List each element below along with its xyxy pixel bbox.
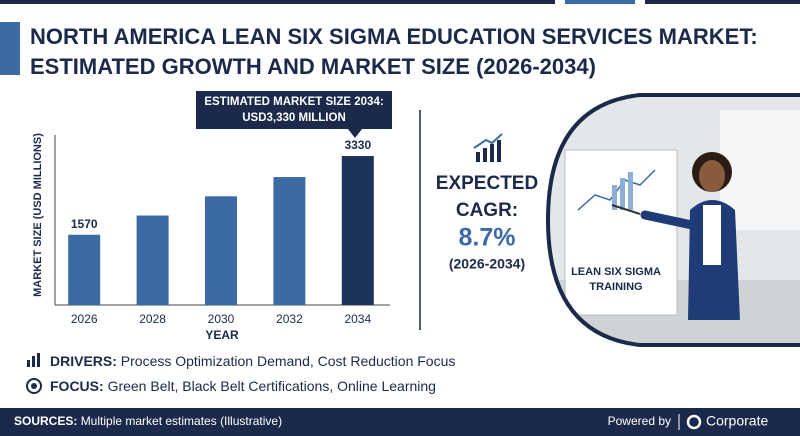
note-label: FOCUS:: [50, 378, 104, 394]
note: DRIVERS: Process Optimization Demand, Co…: [50, 353, 455, 369]
x-tick-label: 2028: [139, 312, 166, 326]
sources-label: SOURCES:: [14, 414, 77, 428]
photo-frame: [545, 93, 800, 347]
data-label: 3330: [344, 138, 371, 152]
cagr-period: (2026-2034): [449, 256, 525, 272]
drivers-icon: [27, 353, 40, 367]
bar: [273, 177, 306, 305]
note-text: Green Belt, Black Belt Certifications, O…: [108, 378, 436, 394]
note-text: Process Optimization Demand, Cost Reduct…: [121, 353, 456, 369]
cagr-value: 8.7%: [459, 224, 516, 252]
caption-box: [566, 262, 666, 298]
cagr-heading: EXPECTED: [436, 173, 538, 194]
focus-icon: [26, 378, 42, 394]
note-label: DRIVERS:: [50, 353, 117, 369]
sources-text: Multiple market estimates (Illustrative): [81, 414, 282, 428]
x-axis-label: YEAR: [205, 328, 239, 342]
note: FOCUS: Green Belt, Black Belt Certificat…: [50, 378, 436, 394]
growth-icon: [473, 133, 503, 162]
bar: [205, 196, 237, 305]
title-accent: [0, 22, 20, 75]
image-caption: TRAINING: [589, 281, 642, 293]
x-tick-label: 2026: [71, 312, 98, 326]
data-label: 1570: [71, 217, 98, 231]
bar: [68, 234, 101, 305]
chart-subtitle: ESTIMATED GROWTH AND MARKET SIZE (2026-2…: [30, 54, 596, 79]
image-caption: LEAN SIX SIGMA: [571, 266, 661, 278]
chart-title: NORTH AMERICA LEAN SIX SIGMA EDUCATION S…: [30, 24, 758, 49]
top-band: [645, 0, 800, 4]
top-band: [0, 0, 555, 4]
callout-text: ESTIMATED MARKET SIZE 2034:: [204, 96, 383, 108]
footer: [0, 408, 800, 436]
x-tick-label: 2032: [276, 312, 303, 326]
brand-logo: [686, 414, 702, 430]
sources: SOURCES: Multiple market estimates (Illu…: [14, 414, 282, 428]
powered-by: Powered by: [608, 414, 671, 428]
x-tick-label: 2030: [208, 312, 235, 326]
brand: Corporate: [706, 413, 768, 429]
callout-pointer: [348, 129, 362, 138]
bar: [341, 156, 374, 305]
top-band: [565, 0, 635, 4]
bar: [136, 215, 169, 305]
photo: [548, 95, 800, 345]
callout-text: USD3,330 MILLION: [242, 112, 346, 124]
cagr-heading: CAGR:: [456, 200, 518, 221]
y-axis-label: MARKET SIZE (USD MILLIONS): [32, 133, 44, 297]
callout-box: [196, 91, 392, 129]
x-tick-label: 2034: [344, 312, 371, 326]
